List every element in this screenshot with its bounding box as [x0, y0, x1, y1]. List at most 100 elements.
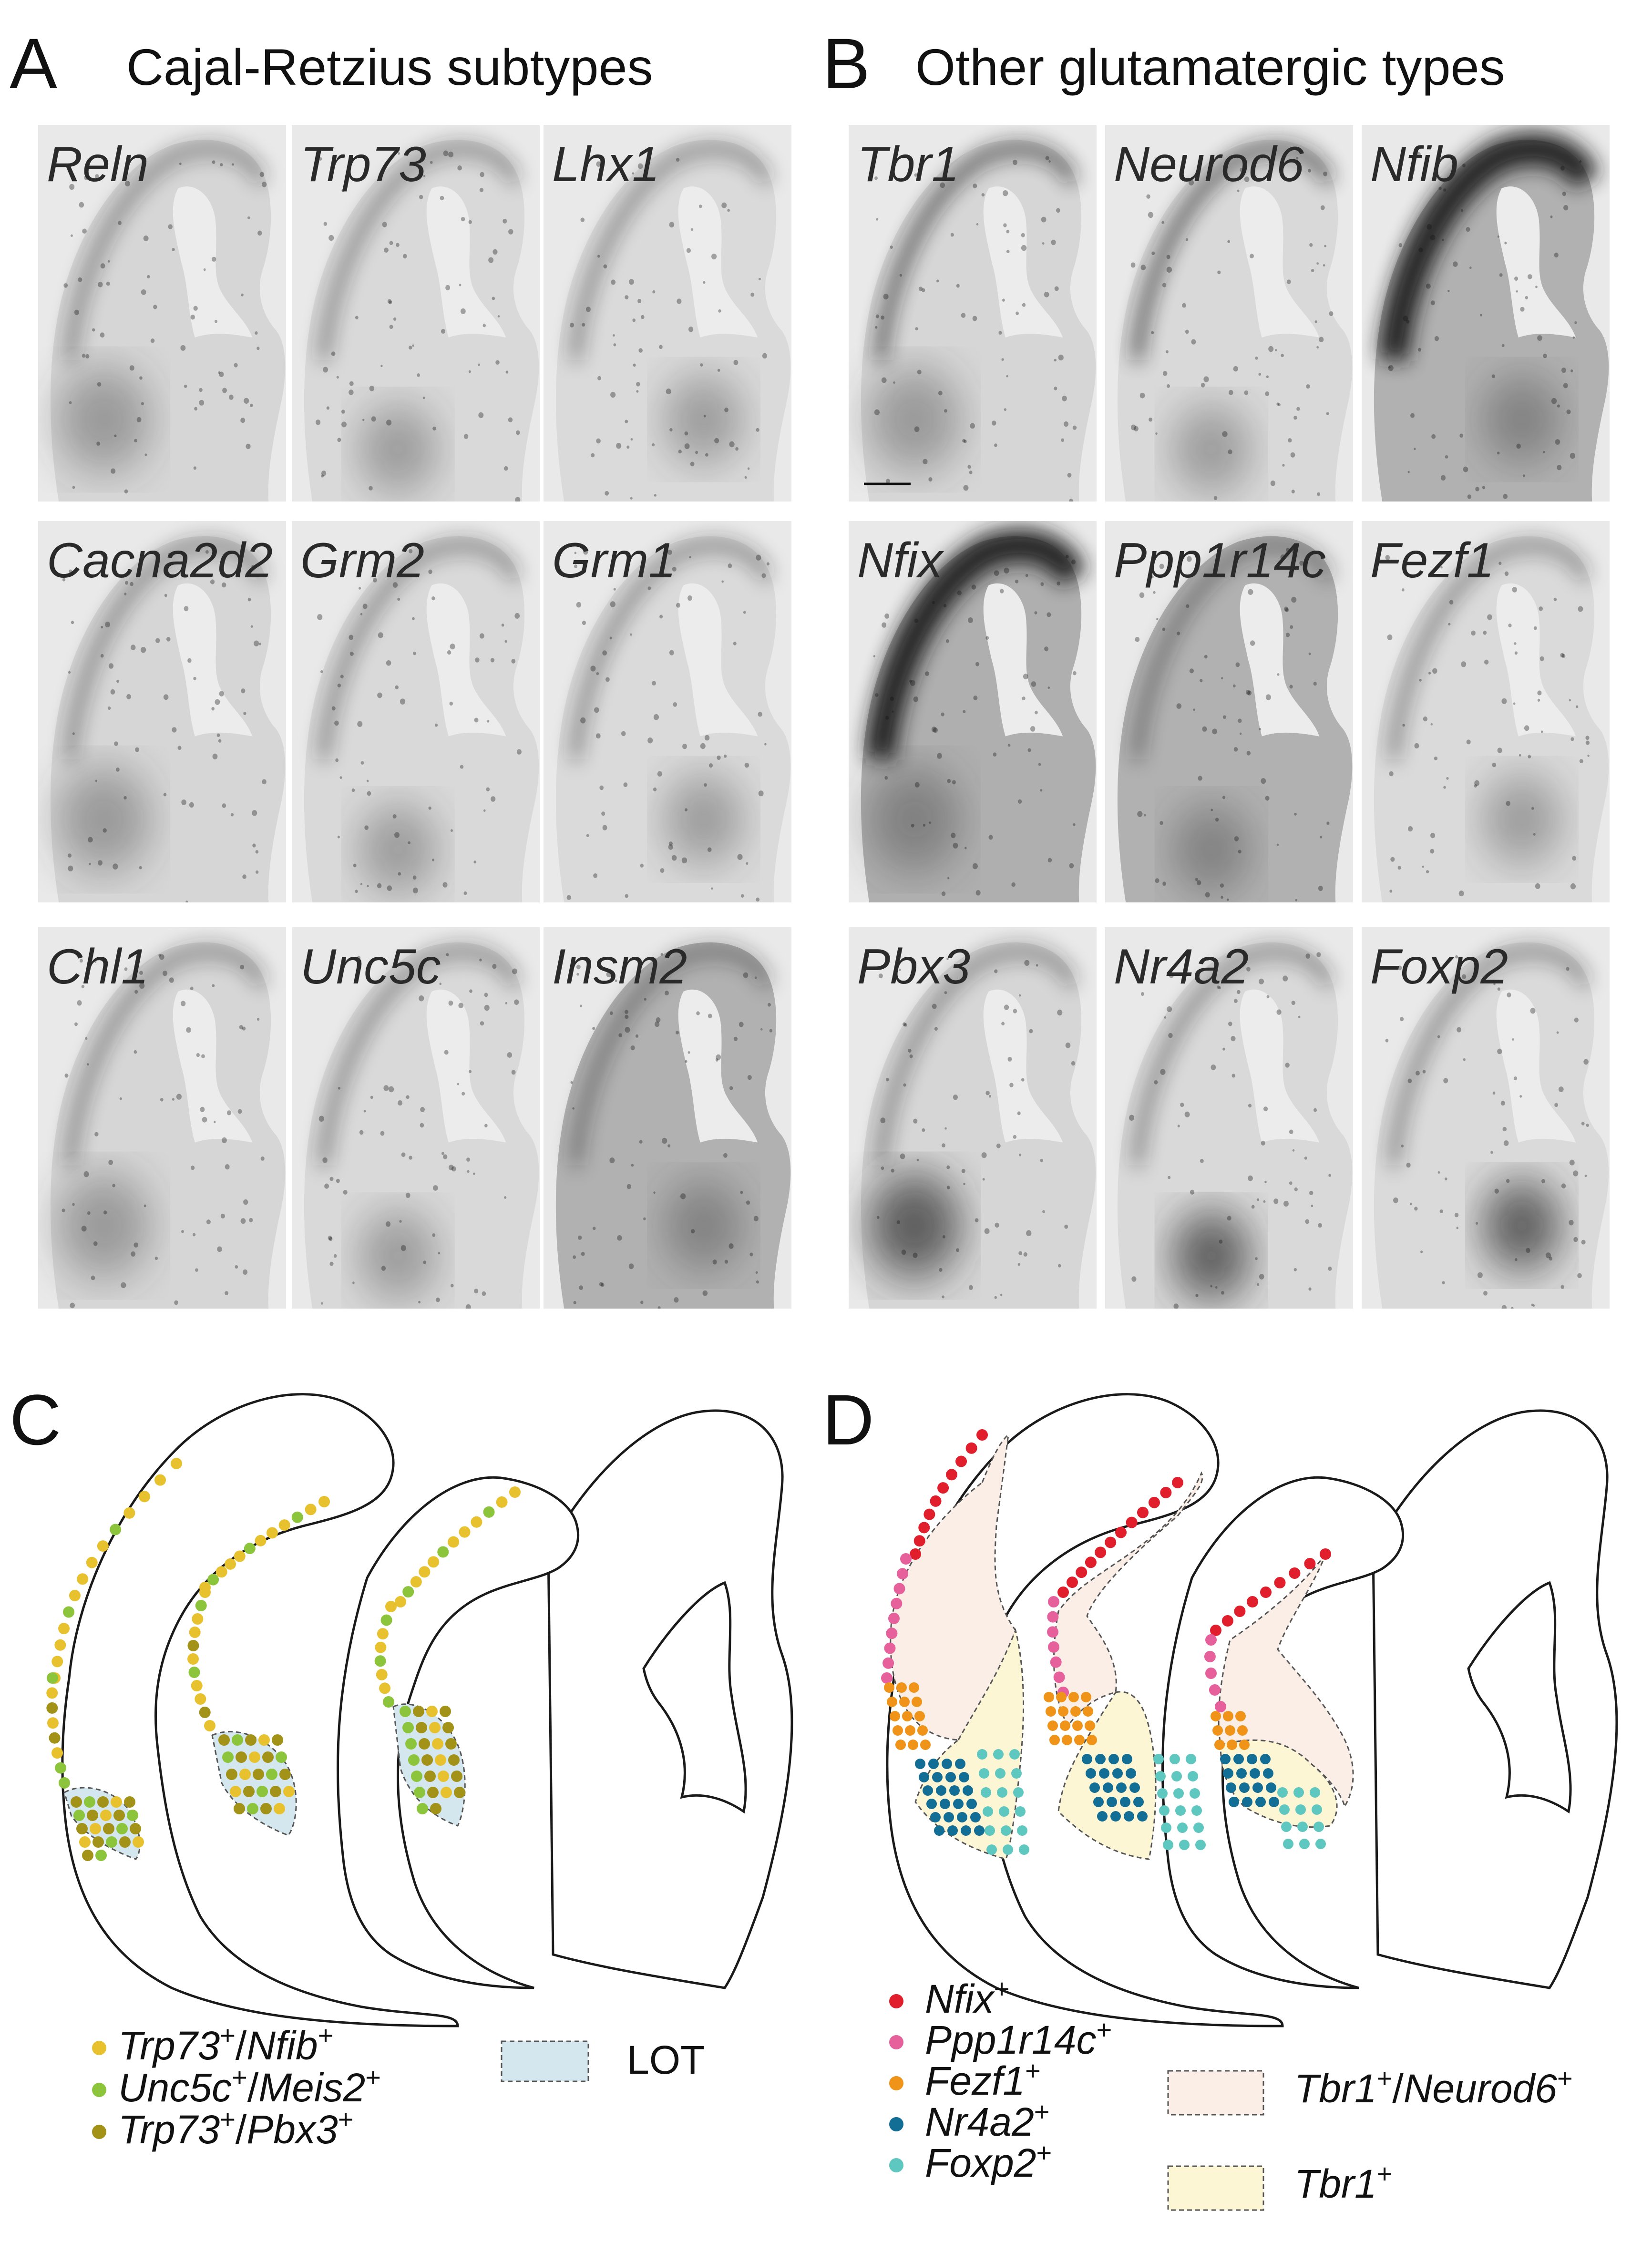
cell-dot: [1103, 1782, 1113, 1793]
cell-dot: [1017, 1825, 1027, 1836]
cell-dot: [930, 1812, 941, 1822]
section-1: [61, 1393, 459, 2027]
cell-dot: [1283, 1839, 1293, 1849]
cell-dot: [1072, 1720, 1083, 1731]
cell-dot: [1266, 1782, 1276, 1793]
cell-dot: [278, 1519, 290, 1531]
cell-dot: [195, 1600, 207, 1611]
cell-dot: [428, 1556, 440, 1568]
cell-dot: [385, 1601, 397, 1612]
gene-label-lhx1: Lhx1: [552, 137, 660, 192]
cell-dot: [913, 1535, 925, 1547]
panel-d-diagram: [881, 1393, 1618, 2027]
cell-dot: [1211, 1711, 1221, 1721]
cell-dot: [400, 1706, 411, 1717]
cell-dot: [965, 1442, 977, 1454]
micrograph-chl1: Chl1: [38, 927, 286, 1309]
legend-lot-label: LOT: [627, 2037, 705, 2082]
cell-dot: [1126, 1768, 1136, 1779]
cell-dot: [900, 1553, 912, 1565]
cell-dot: [1058, 1706, 1068, 1717]
cell-dot: [442, 1722, 454, 1733]
cell-dot: [410, 1576, 422, 1588]
cell-dot: [445, 1738, 457, 1750]
cell-dot: [1225, 1725, 1235, 1736]
legend-d-region-label: Tbr1+: [1294, 2159, 1392, 2207]
micrograph-grm1: Grm1: [544, 521, 791, 902]
cell-dot: [1115, 1526, 1127, 1538]
legend-c-swatch: [92, 2125, 106, 2139]
cell-dot: [189, 1627, 201, 1638]
gene-label-reln: Reln: [47, 137, 149, 192]
cell-dot: [82, 1850, 93, 1861]
cell-dot: [966, 1799, 977, 1809]
legend-d-label: Ppp1r14c+: [925, 2015, 1112, 2063]
cell-dot: [509, 1486, 521, 1498]
cell-dot: [374, 1655, 386, 1667]
cell-dot: [1137, 1811, 1148, 1822]
cell-dot: [1250, 1768, 1260, 1779]
cell-dot: [1293, 1787, 1304, 1798]
micrograph-unc5c: Unc5c: [292, 927, 540, 1309]
cell-dot: [426, 1706, 438, 1717]
cell-dot: [437, 1546, 449, 1558]
micrograph-neurod6: Neurod6: [1105, 125, 1353, 502]
cell-dot: [1274, 1577, 1286, 1588]
cell-dot: [234, 1550, 246, 1562]
panel-b-micrographs: Tbr1 Neurod6 Nfib Nfix Ppp1r14c Fezf1 Pbx3 Nr4a…: [849, 125, 1610, 1309]
gene-label-cacna2d2: Cacna2d2: [47, 533, 273, 588]
gene-label-nr4a2: Nr4a2: [1114, 939, 1249, 994]
cell-dot: [917, 1725, 928, 1736]
cell-dot: [225, 1558, 236, 1570]
cell-dot: [106, 1836, 117, 1848]
cell-dot: [1001, 1825, 1011, 1836]
cell-dot: [1188, 1771, 1198, 1781]
cell-dot: [986, 1844, 997, 1855]
cell-dot: [119, 1836, 131, 1848]
legend-c: Trp73+/Nfib+Unc5c+/Meis2+Trp73+/Pbx3+ LOT: [92, 2020, 705, 2152]
cell-dot: [1221, 1615, 1233, 1627]
cell-dot: [963, 1785, 973, 1796]
cell-dot: [71, 1796, 82, 1808]
cell-dot: [97, 1796, 109, 1808]
cell-dot: [188, 1667, 200, 1678]
cell-dot: [375, 1641, 387, 1653]
cell-dot: [1157, 1788, 1168, 1799]
cell-dot: [1048, 1641, 1059, 1653]
cell-dot: [902, 1711, 913, 1721]
cell-dot: [59, 1777, 70, 1789]
cell-dot: [1112, 1768, 1123, 1779]
cell-dot: [1013, 1787, 1024, 1798]
cell-dot: [897, 1568, 909, 1580]
cell-dot: [283, 1786, 295, 1797]
cell-dot: [1177, 1822, 1188, 1833]
micrograph-pbx3: Pbx3: [849, 927, 1097, 1309]
cell-dot: [1009, 1749, 1020, 1760]
legend-d-region-swatch: [1167, 2165, 1264, 2211]
cell-dot: [957, 1812, 967, 1822]
cell-dot: [1277, 1787, 1288, 1798]
cell-dot: [416, 1722, 427, 1733]
cell-dot: [1313, 1822, 1324, 1832]
cell-dot: [926, 1799, 937, 1809]
cell-dot: [890, 1711, 900, 1721]
cell-dot: [1159, 1805, 1170, 1816]
cell-dot: [895, 1740, 906, 1750]
cell-dot: [395, 1596, 406, 1607]
cell-dot: [46, 1687, 58, 1699]
cell-dot: [932, 1772, 943, 1782]
cell-dot: [305, 1504, 317, 1515]
cell-dot: [1227, 1740, 1237, 1750]
cell-dot: [970, 1812, 981, 1822]
cell-dot: [910, 1548, 921, 1560]
cell-dot: [905, 1725, 915, 1736]
legend-d-label: Fezf1+: [925, 2056, 1041, 2104]
gene-label-nfib: Nfib: [1370, 137, 1458, 192]
cell-dot: [424, 1771, 436, 1782]
cell-dot: [1220, 1754, 1231, 1764]
cell-dot: [1223, 1711, 1233, 1721]
micrograph-foxp2: Foxp2: [1362, 927, 1610, 1309]
cell-dot: [888, 1613, 900, 1624]
cell-dot: [940, 1799, 950, 1809]
legend-c-label: Unc5c+/Meis2+: [118, 2062, 381, 2110]
